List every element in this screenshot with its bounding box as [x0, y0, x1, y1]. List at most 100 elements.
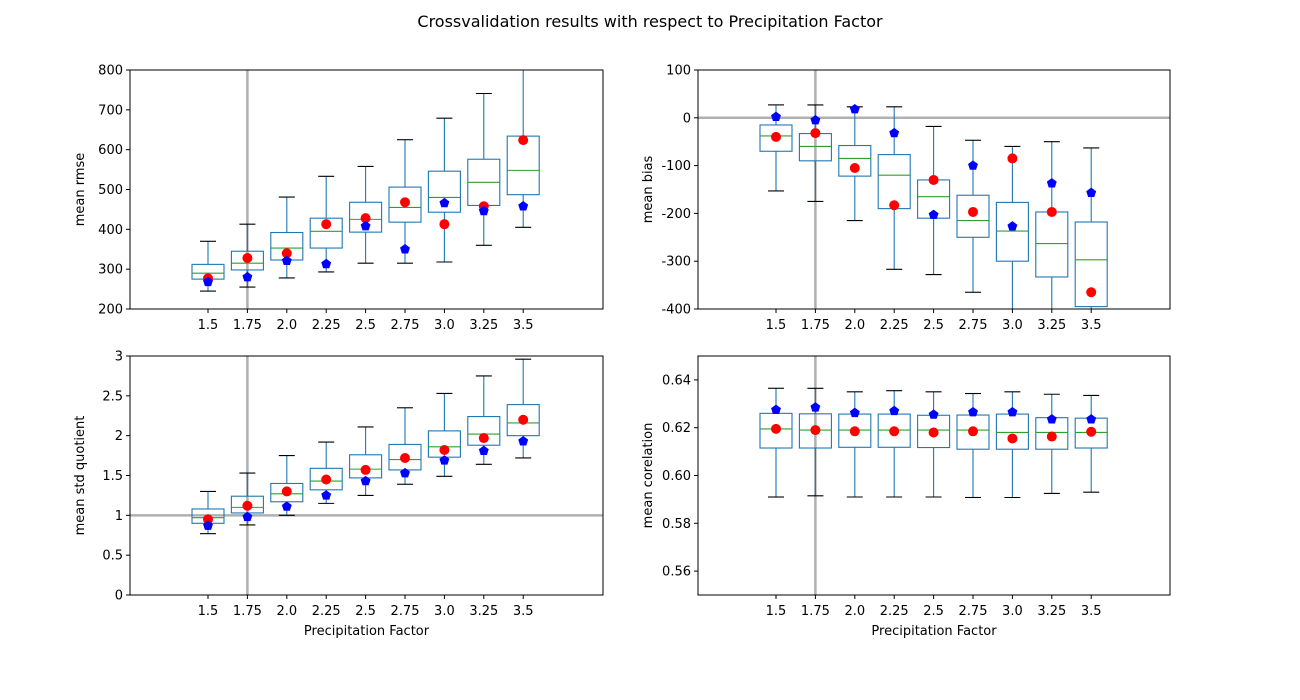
x-tick-label: 1.75 — [233, 604, 262, 619]
x-axis-label: Precipitation Factor — [871, 624, 997, 639]
blue-point-2.5 — [928, 409, 939, 419]
y-tick-label: -400 — [661, 303, 691, 318]
x-axis: 1.5 1.75 2.0 2.25 2.5 2.75 3.0 3.25 3.5 — [766, 309, 1102, 333]
blue-point-1.75 — [242, 271, 253, 282]
plot-area — [191, 70, 540, 309]
blue-point-2.0 — [849, 104, 860, 114]
box-body — [506, 404, 540, 437]
red-point-3.0 — [1007, 433, 1018, 444]
blue-point-2.75 — [400, 467, 410, 478]
box-body — [798, 413, 832, 449]
red-point-2.5 — [360, 213, 371, 224]
red-point-2.0 — [281, 486, 292, 497]
blue-point-3.5 — [1086, 187, 1097, 198]
blue-point-2.75 — [968, 406, 978, 417]
x-tick-label: 3.5 — [513, 604, 534, 619]
x-axis: 1.5 1.75 2.0 2.25 2.5 2.75 3.0 3.25 3.5 — [766, 595, 1102, 619]
y-tick-label: -100 — [661, 159, 691, 174]
x-axis: 1.5 1.75 2.0 2.25 2.5 2.75 3.0 3.25 3.5 — [198, 309, 534, 333]
red-point-3.0 — [439, 219, 450, 230]
x-tick-label: 3.5 — [513, 318, 534, 333]
red-point-1.5 — [771, 131, 781, 142]
plot-area — [759, 356, 1108, 595]
x-axis-label: Precipitation Factor — [304, 624, 430, 639]
x-tick-label: 3.0 — [434, 604, 455, 619]
blue-point-3.25 — [478, 205, 489, 216]
x-tick-label: 2.5 — [923, 604, 944, 619]
blue-point-3.0 — [439, 455, 450, 465]
red-point-3.25 — [478, 433, 489, 444]
x-tick-label: 2.0 — [276, 604, 297, 619]
red-point-2.0 — [849, 426, 860, 437]
red-point-1.5 — [771, 423, 781, 434]
y-axis: 0 0.5 1 1.5 2 2.5 3 — [102, 350, 130, 604]
red-point-3.5 — [518, 414, 529, 425]
box-3.5 — [1074, 147, 1108, 309]
blue-point-2.0 — [281, 501, 292, 511]
blue-point-3.5 — [518, 436, 529, 446]
box-body — [956, 194, 990, 238]
x-tick-label: 1.5 — [766, 604, 787, 619]
x-tick-label: 2.25 — [312, 318, 341, 333]
blue-point-1.75 — [810, 114, 821, 125]
y-tick-label: 0.56 — [662, 565, 691, 580]
red-point-1.75 — [242, 500, 253, 511]
figure-title: Crossvalidation results with respect to … — [417, 12, 883, 31]
box-body — [349, 201, 383, 233]
box-body — [467, 415, 501, 446]
x-tick-label: 2.75 — [391, 318, 420, 333]
x-axis: 1.5 1.75 2.0 2.25 2.5 2.75 3.0 3.25 3.5 — [198, 595, 534, 619]
blue-point-2.0 — [281, 255, 292, 266]
subplot-1: 200 300 400 500 600 700 800 1.5 1.75 2.0 2.25 2.5 2.… — [73, 64, 604, 333]
box-1.75 — [230, 223, 264, 288]
plot-area — [130, 356, 603, 595]
blue-point-2.25 — [889, 405, 900, 416]
red-point-2.0 — [281, 248, 292, 259]
red-point-1.75 — [810, 425, 821, 436]
blue-point-3.5 — [518, 201, 529, 211]
x-tick-label: 2.25 — [312, 604, 341, 619]
x-tick-label: 2.0 — [276, 318, 297, 333]
y-tick-label: 700 — [98, 103, 123, 118]
blue-point-1.5 — [771, 404, 781, 414]
red-point-2.75 — [968, 426, 978, 437]
plot-area — [698, 70, 1170, 309]
y-axis-label: mean bias — [641, 155, 656, 223]
blue-point-2.25 — [889, 127, 900, 138]
red-point-2.5 — [928, 174, 939, 185]
x-tick-label: 1.75 — [233, 318, 262, 333]
box-3.5 — [506, 70, 540, 228]
y-axis: -400 -300 -200 -100 0 100 — [661, 64, 698, 318]
x-tick-label: 2.25 — [880, 318, 909, 333]
blue-point-3.25 — [1046, 178, 1057, 188]
x-tick-label: 3.0 — [1002, 318, 1023, 333]
y-tick-label: 500 — [98, 183, 123, 198]
subplot-3: 0 0.5 1 1.5 2 2.5 3 1.5 1.75 2.0 2.25 2.5 2.75 3.0 3.2… — [73, 350, 604, 639]
x-tick-label: 3.25 — [469, 604, 498, 619]
red-point-3.25 — [1046, 206, 1057, 217]
y-tick-label: 800 — [98, 64, 123, 79]
y-tick-label: 2 — [115, 429, 123, 444]
subplot-2: -400 -300 -200 -100 0 100 1.5 1.75 2.0 2.25 2.5 2.7… — [641, 64, 1171, 333]
box-body — [309, 467, 343, 491]
blue-point-3.5 — [1086, 414, 1097, 424]
blue-point-2.5 — [928, 209, 939, 220]
red-point-3.0 — [439, 445, 450, 456]
y-axis-label: mean rmse — [73, 153, 88, 227]
x-tick-label: 2.5 — [355, 604, 376, 619]
blue-point-1.75 — [810, 402, 821, 412]
y-axis: 0.56 0.58 0.60 0.62 0.64 — [662, 373, 698, 580]
red-point-2.5 — [928, 427, 939, 438]
blue-point-2.75 — [400, 244, 410, 254]
blue-point-3.0 — [1007, 406, 1018, 417]
box-2.5 — [917, 391, 951, 498]
blue-point-1.5 — [203, 520, 213, 530]
red-point-3.5 — [1086, 287, 1097, 298]
blue-point-3.0 — [439, 197, 450, 208]
box-body — [995, 201, 1029, 262]
blue-point-2.5 — [360, 475, 371, 486]
blue-point-1.75 — [242, 511, 253, 522]
box-2.5 — [349, 165, 383, 264]
red-point-2.75 — [968, 206, 978, 217]
